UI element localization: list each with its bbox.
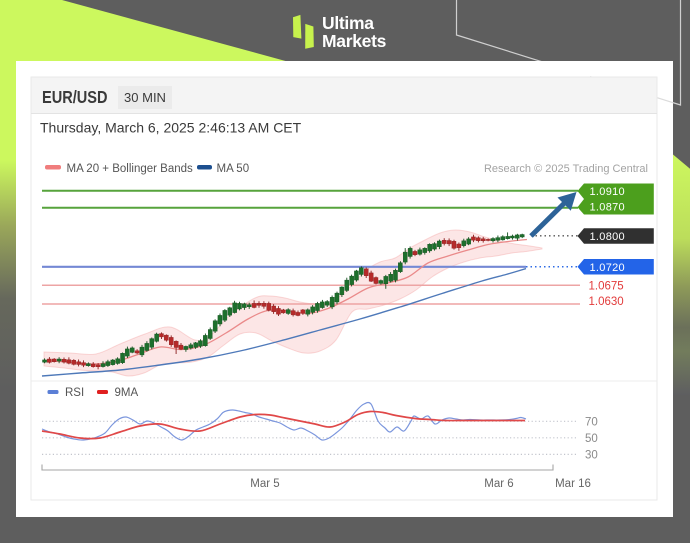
- svg-text:30 MIN: 30 MIN: [124, 90, 166, 105]
- svg-text:RSI: RSI: [65, 387, 84, 399]
- svg-text:Markets: Markets: [322, 31, 387, 51]
- svg-text:9MA: 9MA: [115, 387, 139, 399]
- svg-text:1.0800: 1.0800: [590, 231, 625, 243]
- svg-text:EUR/USD: EUR/USD: [42, 88, 108, 108]
- svg-text:1.0720: 1.0720: [590, 262, 625, 274]
- svg-text:Thursday, March 6, 2025 2:46:1: Thursday, March 6, 2025 2:46:13 AM CET: [40, 120, 302, 136]
- svg-text:1.0870: 1.0870: [590, 202, 625, 214]
- svg-text:1.0675: 1.0675: [589, 281, 624, 293]
- svg-text:MA 20 + Bollinger Bands: MA 20 + Bollinger Bands: [67, 163, 194, 175]
- svg-text:Ultima: Ultima: [322, 13, 374, 33]
- svg-text:50: 50: [585, 433, 598, 445]
- svg-text:70: 70: [585, 417, 598, 429]
- svg-text:Mar 5: Mar 5: [250, 478, 279, 490]
- svg-text:Mar 16: Mar 16: [555, 478, 591, 490]
- svg-text:1.0630: 1.0630: [589, 296, 624, 308]
- svg-text:Mar 6: Mar 6: [484, 478, 513, 490]
- svg-text:MA 50: MA 50: [217, 163, 250, 175]
- svg-text:1.0910: 1.0910: [590, 186, 625, 198]
- svg-text:Research © 2025 Trading Centra: Research © 2025 Trading Central: [484, 163, 648, 175]
- svg-text:30: 30: [585, 450, 598, 462]
